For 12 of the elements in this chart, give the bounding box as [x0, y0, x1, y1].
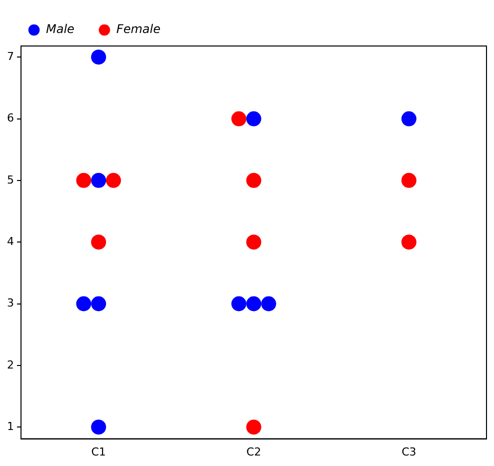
y-tick-label: 4 — [7, 234, 14, 248]
legend-label: Male — [46, 22, 74, 36]
y-tick-label: 5 — [7, 173, 14, 186]
y-tick-label: 6 — [7, 112, 14, 125]
legend-label: Female — [116, 22, 160, 36]
x-tick-label: C1 — [91, 445, 106, 458]
y-tick-label: 2 — [7, 358, 14, 372]
x-tick-label: C2 — [246, 445, 262, 458]
y-tick-label: 3 — [7, 296, 14, 310]
x-tick-label: C3 — [402, 445, 416, 458]
y-tick-label: 1 — [7, 420, 14, 433]
y-tick-label: 7 — [7, 50, 14, 63]
